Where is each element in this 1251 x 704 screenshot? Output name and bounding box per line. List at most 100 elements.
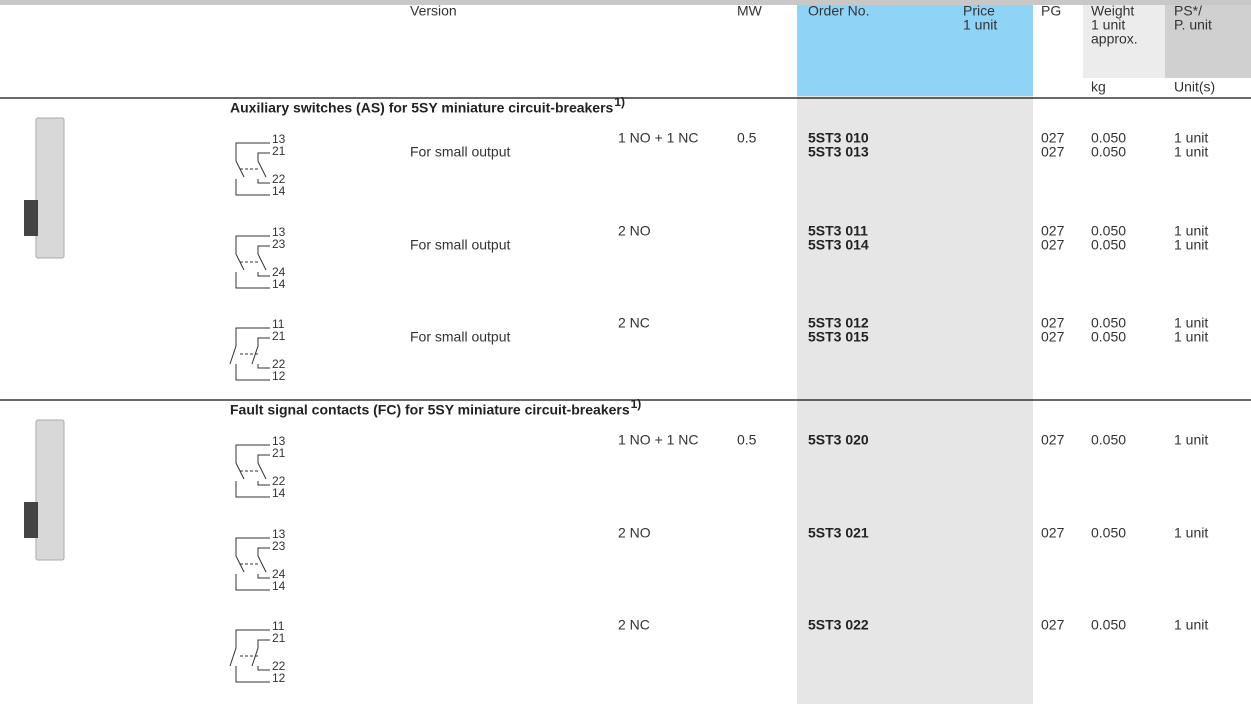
terminal-label: 24	[272, 265, 286, 279]
contacts: 2 NO	[618, 223, 651, 239]
version: For small output	[410, 329, 510, 345]
ps: 1 unit	[1174, 223, 1208, 239]
header-price: 1 unit	[963, 17, 997, 33]
order-no: 5ST3 014	[808, 237, 869, 253]
pg: 027	[1041, 237, 1065, 253]
terminal-label: 21	[272, 631, 286, 645]
terminal-label: 14	[272, 579, 286, 593]
ps: 1 unit	[1174, 329, 1208, 345]
header-ps-unit: Unit(s)	[1174, 79, 1215, 95]
header-mw: MW	[737, 3, 763, 19]
terminal-label: 23	[272, 237, 286, 251]
contacts: 1 NO + 1 NC	[618, 130, 699, 146]
weight-header-bg	[1083, 5, 1165, 78]
ps: 1 unit	[1174, 432, 1208, 448]
pg: 027	[1041, 525, 1065, 541]
pg: 027	[1041, 432, 1065, 448]
weight: 0.050	[1091, 617, 1126, 633]
section-title: Auxiliary switches (AS) for 5SY miniatur…	[230, 100, 614, 116]
terminal-label: 11	[272, 619, 285, 633]
pg: 027	[1041, 617, 1065, 633]
weight: 0.050	[1091, 432, 1126, 448]
contact-diagram	[257, 245, 270, 277]
contact-diagram	[229, 629, 270, 683]
version: For small output	[410, 144, 510, 160]
ps: 1 unit	[1174, 525, 1208, 541]
pg: 027	[1041, 223, 1065, 239]
contacts: 2 NC	[618, 617, 650, 633]
contact-diagram	[251, 639, 270, 671]
contact-diagram	[251, 337, 270, 369]
order-no: 5ST3 010	[808, 130, 869, 146]
terminal-label: 22	[272, 659, 286, 673]
version: For small output	[410, 237, 510, 253]
ps: 1 unit	[1174, 315, 1208, 331]
order-header-bg	[797, 5, 1033, 96]
ps: 1 unit	[1174, 237, 1208, 253]
ps: 1 unit	[1174, 130, 1208, 146]
top-bar	[0, 0, 1251, 5]
weight: 0.050	[1091, 130, 1126, 146]
contacts: 2 NC	[618, 315, 650, 331]
order-no: 5ST3 020	[808, 432, 869, 448]
terminal-label: 14	[272, 277, 286, 291]
contacts: 1 NO + 1 NC	[618, 432, 699, 448]
section-note: 1)	[631, 397, 642, 411]
mw: 0.5	[737, 130, 757, 146]
header-pg: PG	[1041, 3, 1061, 19]
weight: 0.050	[1091, 329, 1126, 345]
header-weight-unit: kg	[1091, 79, 1106, 95]
order-no: 5ST3 021	[808, 525, 869, 541]
header-order-no: Order No.	[808, 3, 869, 19]
order-no: 5ST3 015	[808, 329, 869, 345]
terminal-label: 14	[272, 184, 286, 198]
terminal-label: 24	[272, 567, 286, 581]
header-price: Price	[963, 3, 995, 19]
header-ps: P. unit	[1174, 17, 1212, 33]
weight: 0.050	[1091, 237, 1126, 253]
header-weight: Weight	[1091, 3, 1134, 19]
contact-diagram	[229, 327, 270, 381]
header-weight: approx.	[1091, 31, 1138, 47]
pg: 027	[1041, 315, 1065, 331]
contact-diagram	[257, 454, 270, 486]
header-version: Version	[410, 3, 457, 19]
header-ps: PS*/	[1174, 3, 1202, 19]
terminal-label: 22	[272, 172, 286, 186]
mw: 0.5	[737, 432, 757, 448]
terminal-label: 12	[272, 369, 286, 383]
terminal-label: 21	[272, 446, 286, 460]
weight: 0.050	[1091, 315, 1126, 331]
pg: 027	[1041, 144, 1065, 160]
terminal-label: 14	[272, 486, 286, 500]
product-image	[24, 117, 65, 561]
terminal-label: 11	[272, 317, 285, 331]
ps-header-bg	[1165, 5, 1251, 78]
terminal-label: 22	[272, 357, 286, 371]
section-title: Fault signal contacts (FC) for 5SY minia…	[230, 402, 630, 418]
contacts: 2 NO	[618, 525, 651, 541]
order-no: 5ST3 022	[808, 617, 869, 633]
order-no: 5ST3 011	[808, 223, 868, 239]
terminal-label: 12	[272, 671, 286, 685]
weight: 0.050	[1091, 144, 1126, 160]
contact-diagram	[257, 547, 270, 579]
terminal-label: 21	[272, 144, 286, 158]
weight: 0.050	[1091, 223, 1126, 239]
header-weight: 1 unit	[1091, 17, 1125, 33]
terminal-label: 13	[272, 225, 286, 239]
ps: 1 unit	[1174, 617, 1208, 633]
terminal-label: 13	[272, 434, 286, 448]
contact-diagram	[257, 152, 270, 184]
ps: 1 unit	[1174, 144, 1208, 160]
order-no: 5ST3 012	[808, 315, 869, 331]
section-note: 1)	[614, 95, 625, 109]
terminal-label: 21	[272, 329, 286, 343]
terminal-label: 13	[272, 132, 286, 146]
terminal-label: 13	[272, 527, 286, 541]
terminal-label: 22	[272, 474, 286, 488]
pg: 027	[1041, 329, 1065, 345]
terminal-label: 23	[272, 539, 286, 553]
pg: 027	[1041, 130, 1065, 146]
